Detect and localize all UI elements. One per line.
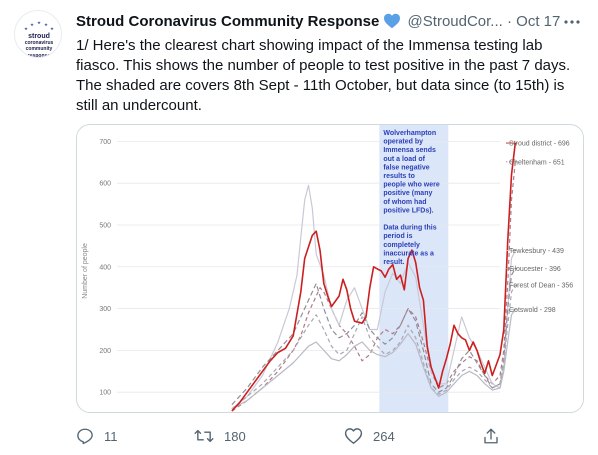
- y-tick-label: 700: [99, 139, 111, 146]
- line-chart: 100 200 300 400 500 600 700 Number of people S…: [82, 125, 573, 412]
- more-options-icon[interactable]: [562, 12, 582, 32]
- series-line: [231, 161, 516, 412]
- tweet-date[interactable]: Oct 17: [516, 13, 561, 30]
- reply-icon: [77, 428, 93, 445]
- series-line: [231, 284, 516, 410]
- shaded-period: [379, 125, 449, 412]
- y-tick-label: 100: [99, 390, 111, 397]
- chart-annotation: Wolverhampton operated by Immensa sends out…: [383, 130, 440, 266]
- y-tick-label: 600: [99, 181, 111, 188]
- star-logo-icon: [24, 21, 54, 30]
- avatar-text-response: response: [27, 53, 51, 58]
- avatar[interactable]: stroud coronavirus community response: [14, 10, 62, 58]
- y-axis-label: Number of people: [82, 243, 89, 299]
- y-tick-label: 200: [99, 348, 111, 355]
- series-line: [231, 184, 516, 410]
- reply-count: 11: [104, 428, 118, 444]
- like-count: 264: [373, 428, 395, 444]
- share-button[interactable]: [482, 425, 510, 447]
- y-tick-label: 500: [99, 222, 111, 229]
- avatar-text-stroud: stroud: [28, 33, 50, 40]
- legend-label: Cheltenham - 651: [509, 159, 565, 166]
- series-line: [231, 268, 516, 406]
- y-tick-label: 300: [99, 306, 111, 313]
- retweet-count: 180: [224, 428, 246, 444]
- avatar-text-community-word: community: [25, 46, 53, 52]
- legend-label: Tewkesbury - 439: [509, 248, 564, 255]
- display-name[interactable]: Stroud Coronavirus Community Response: [76, 13, 380, 30]
- avatar-text-coronavirus: coronavirus: [24, 40, 54, 46]
- legend-label: Cotswold - 298: [509, 307, 556, 314]
- tweet-actions: 11 180 264: [76, 425, 498, 447]
- legend-label: Stroud district - 696: [509, 141, 570, 148]
- legend-label: Gloucester - 396: [509, 266, 561, 273]
- reply-button[interactable]: 11: [76, 425, 118, 447]
- y-tick-label: 400: [99, 264, 111, 271]
- like-button[interactable]: 264: [344, 425, 395, 447]
- blue-heart-icon: [383, 13, 401, 35]
- separator-dot: ·: [507, 13, 512, 30]
- legend-label: Forest of Dean - 356: [509, 283, 573, 290]
- heart-outline-icon: [344, 428, 363, 444]
- chart-image[interactable]: 100 200 300 400 500 600 700 Number of people S…: [76, 124, 584, 413]
- tweet-text: 1/ Here's the clearest chart showing imp…: [76, 37, 571, 114]
- handle[interactable]: @StroudCor...: [407, 13, 503, 30]
- series-line: [231, 142, 517, 412]
- tweet-header: Stroud Coronavirus Community Response @S…: [76, 12, 586, 32]
- retweet-icon: [194, 429, 214, 443]
- avatar-text-community: community response: [15, 46, 61, 58]
- share-icon: [484, 428, 498, 444]
- retweet-button[interactable]: 180: [194, 425, 246, 447]
- series-line: [231, 309, 516, 410]
